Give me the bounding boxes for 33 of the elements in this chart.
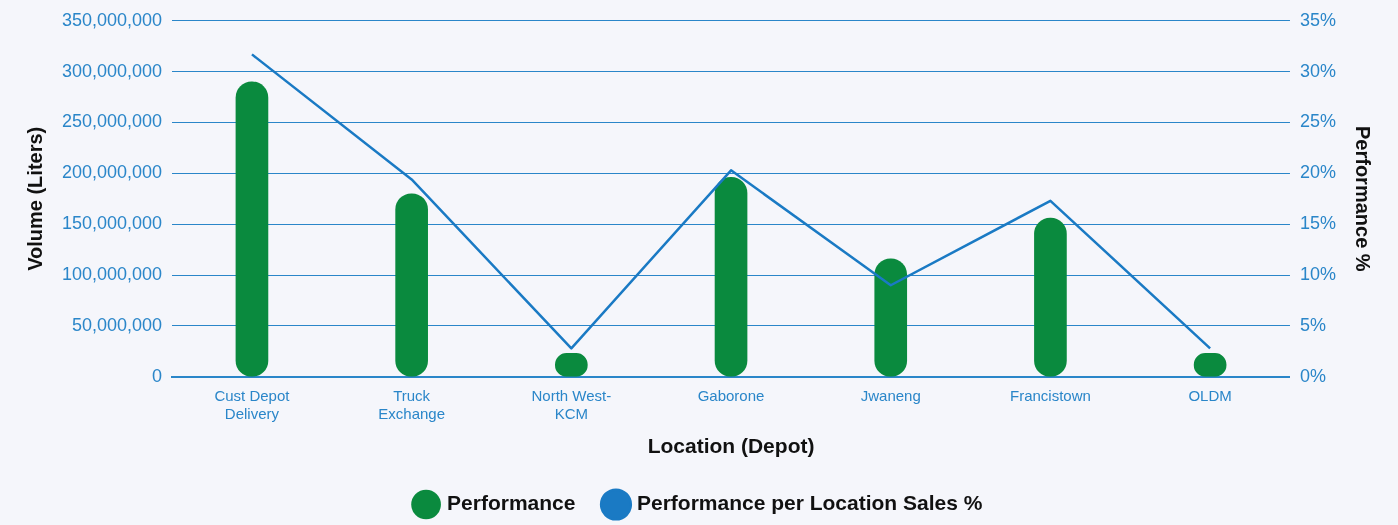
- y-tick-label: 350,000,000: [61, 9, 163, 30]
- y-tick-label: 300,000,000: [61, 60, 163, 81]
- y2-tick-label: 25%: [1299, 111, 1336, 132]
- y-tick-label: 200,000,000: [61, 162, 163, 183]
- y2-tick-label: 35%: [1299, 9, 1336, 30]
- legend-label: Performance: [447, 491, 576, 515]
- y-tick-label: 250,000,000: [61, 111, 163, 132]
- bar: [714, 177, 748, 377]
- x-tick-label: North West-KCM: [531, 386, 612, 422]
- y2-tick-label: 20%: [1299, 162, 1336, 183]
- bar: [395, 193, 428, 377]
- x-tick-label: Francistown: [1010, 386, 1091, 404]
- x-tick-label: OLDM: [1188, 386, 1232, 404]
- y-tick-label: 150,000,000: [61, 213, 163, 234]
- y2-tick-label: 5%: [1299, 314, 1326, 335]
- y-axis-title: Volume (Liters): [23, 126, 46, 271]
- y2-tick-label: 30%: [1299, 60, 1336, 81]
- bar: [235, 81, 269, 377]
- x-axis-title: Location (Depot): [647, 434, 815, 458]
- x-tick-label: Jwaneng: [860, 386, 921, 404]
- y2-tick-label: 0%: [1299, 365, 1326, 386]
- x-tick-label: Cust Depot Delivery: [214, 386, 291, 422]
- y-tick-label: 50,000,000: [72, 314, 163, 335]
- y2-tick-label: 10%: [1299, 264, 1336, 285]
- bar: [1034, 217, 1067, 377]
- legend-label: Performance per Location Sales %: [636, 491, 983, 515]
- x-tick-label: Gaborone: [697, 386, 765, 404]
- bar: [874, 258, 908, 377]
- y-tick-label: 0: [152, 365, 163, 386]
- x-tick-label: Truck Exchange: [378, 386, 445, 422]
- y-tick-label: 100,000,000: [61, 264, 163, 285]
- y2-tick-label: 15%: [1299, 213, 1336, 234]
- y2-axis-title: Performance %: [1352, 125, 1375, 272]
